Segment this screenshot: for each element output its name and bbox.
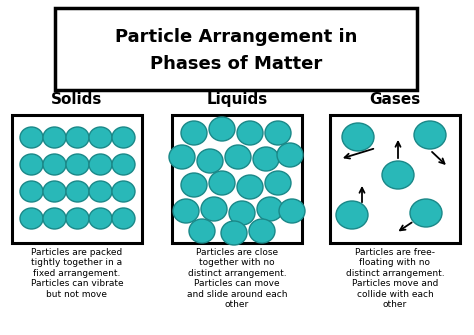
Ellipse shape <box>414 121 446 149</box>
Ellipse shape <box>221 221 247 245</box>
Bar <box>330 115 460 243</box>
Ellipse shape <box>197 149 223 173</box>
Ellipse shape <box>201 197 227 221</box>
Ellipse shape <box>66 208 89 229</box>
Ellipse shape <box>181 121 207 145</box>
Ellipse shape <box>189 219 215 243</box>
Text: Particle Arrangement in: Particle Arrangement in <box>115 28 357 46</box>
Text: Gases: Gases <box>369 92 420 107</box>
Ellipse shape <box>112 127 135 148</box>
Text: Phases of Matter: Phases of Matter <box>150 55 322 73</box>
Ellipse shape <box>209 117 235 141</box>
Bar <box>172 115 302 243</box>
Ellipse shape <box>173 199 199 223</box>
Ellipse shape <box>181 173 207 197</box>
Ellipse shape <box>43 181 66 202</box>
Ellipse shape <box>112 208 135 229</box>
Ellipse shape <box>43 154 66 175</box>
Ellipse shape <box>169 145 195 169</box>
Ellipse shape <box>237 175 263 199</box>
Ellipse shape <box>66 127 89 148</box>
Ellipse shape <box>66 154 89 175</box>
Text: Particles are free-
floating with no
distinct arrangement.
Particles move and
co: Particles are free- floating with no dis… <box>346 248 444 309</box>
Bar <box>55 8 417 90</box>
Ellipse shape <box>342 123 374 151</box>
Text: Particles are packed
tightly together in a
fixed arrangement.
Particles can vibr: Particles are packed tightly together in… <box>31 248 123 298</box>
Text: Particles are close
together with no
distinct arrangement.
Particles can move
an: Particles are close together with no dis… <box>187 248 287 309</box>
Text: Liquids: Liquids <box>206 92 268 107</box>
Ellipse shape <box>382 161 414 189</box>
Ellipse shape <box>225 145 251 169</box>
Ellipse shape <box>20 208 43 229</box>
Ellipse shape <box>43 208 66 229</box>
Ellipse shape <box>249 219 275 243</box>
Bar <box>12 115 142 243</box>
Ellipse shape <box>279 199 305 223</box>
Ellipse shape <box>20 127 43 148</box>
Ellipse shape <box>112 154 135 175</box>
Ellipse shape <box>237 121 263 145</box>
Ellipse shape <box>43 127 66 148</box>
Ellipse shape <box>265 171 291 195</box>
Ellipse shape <box>20 154 43 175</box>
Ellipse shape <box>66 181 89 202</box>
Ellipse shape <box>209 171 235 195</box>
Ellipse shape <box>336 201 368 229</box>
Ellipse shape <box>277 143 303 167</box>
Ellipse shape <box>20 181 43 202</box>
Ellipse shape <box>410 199 442 227</box>
Ellipse shape <box>229 201 255 225</box>
Text: Solids: Solids <box>51 92 103 107</box>
Ellipse shape <box>265 121 291 145</box>
Ellipse shape <box>112 181 135 202</box>
Ellipse shape <box>89 208 112 229</box>
Ellipse shape <box>253 147 279 171</box>
Ellipse shape <box>257 197 283 221</box>
Ellipse shape <box>89 127 112 148</box>
Ellipse shape <box>89 154 112 175</box>
Ellipse shape <box>89 181 112 202</box>
